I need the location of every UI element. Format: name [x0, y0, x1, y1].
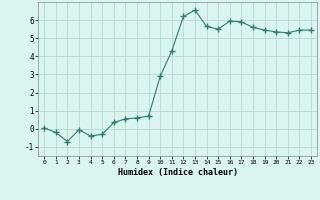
X-axis label: Humidex (Indice chaleur): Humidex (Indice chaleur)	[118, 168, 238, 177]
